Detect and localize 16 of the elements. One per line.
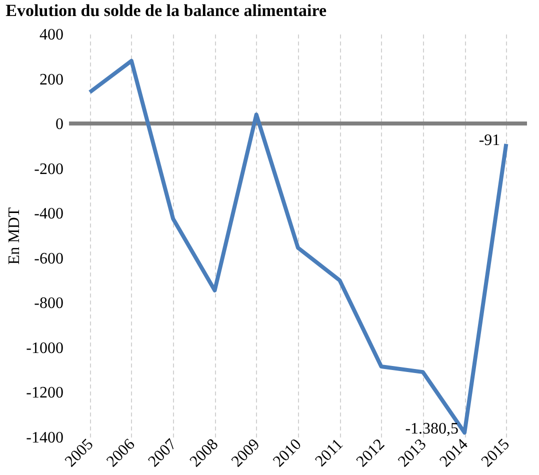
y-tick-label: 400 bbox=[40, 26, 64, 44]
x-tick-label: 2011 bbox=[312, 436, 346, 470]
line-series bbox=[88, 58, 508, 435]
y-tick-label: -1400 bbox=[26, 430, 64, 446]
y-axis-title: En MDT bbox=[6, 207, 24, 265]
chart-title: Evolution du solde de la balance alimentaire bbox=[6, 1, 327, 20]
y-tick-label: -1200 bbox=[26, 384, 64, 402]
y-tick-label: 200 bbox=[40, 71, 64, 88]
y-tick-label: -600 bbox=[34, 250, 64, 268]
y-tick-label: 0 bbox=[56, 116, 64, 134]
y-tick-label: -1000 bbox=[26, 340, 64, 357]
y-tick-label: -200 bbox=[34, 160, 64, 178]
y-tick-label: -400 bbox=[34, 206, 64, 223]
y-tick-label: -800 bbox=[34, 295, 64, 312]
data-label: -1.380,5 bbox=[405, 420, 459, 438]
data-label: -91 bbox=[478, 132, 500, 149]
